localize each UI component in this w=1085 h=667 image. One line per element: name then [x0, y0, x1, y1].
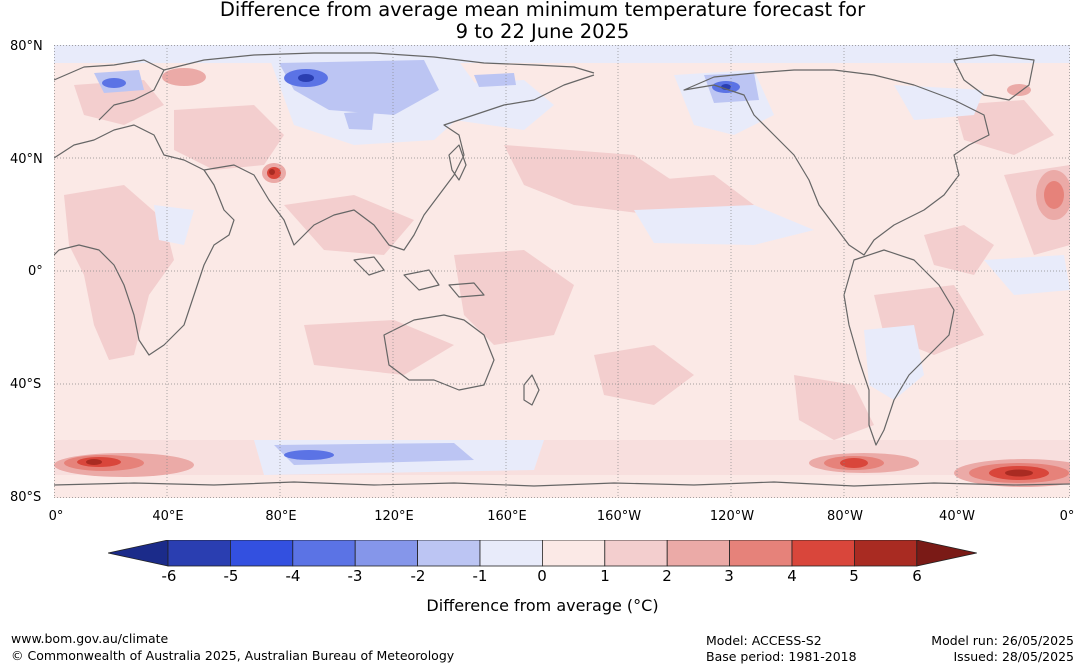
- anomaly-zone-minus-3-4: [102, 69, 740, 460]
- map-canvas: [54, 45, 1070, 498]
- lon-label-0-right: 0°: [1059, 509, 1075, 524]
- colorbar-segment: [666, 540, 731, 567]
- colorbar-tick: -6: [161, 567, 177, 585]
- colorbar-segment: [479, 540, 543, 567]
- lat-label-80s: 80°S: [10, 490, 42, 505]
- colorbar: [108, 540, 977, 567]
- colorbar-min-extend: [108, 540, 169, 567]
- colorbar-tick: -4: [285, 567, 301, 585]
- colorbar-segment: [230, 540, 294, 567]
- colorbar-segment: [417, 540, 481, 567]
- colorbar-segment: [729, 540, 793, 567]
- anomaly-zone-plus-5-6: [86, 169, 1033, 477]
- website-url: www.bom.gov.au/climate: [11, 631, 169, 646]
- lat-label-equator: 0°: [28, 264, 43, 279]
- colorbar-tick: -3: [347, 567, 363, 585]
- lon-label-40w: 40°W: [939, 509, 975, 524]
- colorbar-segment: [791, 540, 855, 567]
- colorbar-segment: [354, 540, 418, 567]
- colorbar-label: Difference from average (°C): [426, 596, 659, 615]
- graticule: [54, 45, 1070, 498]
- colorbar-tick: -1: [472, 567, 488, 585]
- lon-label-160e: 160°E: [487, 509, 527, 524]
- temperature-anomaly-map: [54, 45, 1070, 498]
- colorbar-tick: 1: [600, 567, 610, 585]
- colorbar-tick: 4: [787, 567, 797, 585]
- colorbar-tick: -5: [223, 567, 239, 585]
- map-title-line-1: Difference from average mean minimum tem…: [219, 0, 866, 21]
- lat-label-80n: 80°N: [10, 39, 43, 54]
- lon-label-120e: 120°E: [374, 509, 414, 524]
- coastlines: [54, 52, 1070, 487]
- lon-label-40e: 40°E: [152, 509, 184, 524]
- colorbar-segment: [604, 540, 668, 567]
- colorbar-tick: 0: [537, 567, 547, 585]
- colorbar-max-extend: [916, 540, 977, 567]
- colorbar-segment: [167, 540, 231, 567]
- colorbar-tick: 2: [662, 567, 672, 585]
- lon-label-120w: 120°W: [709, 509, 755, 524]
- lat-label-40s: 40°S: [10, 377, 42, 392]
- colorbar-segment: [292, 540, 356, 567]
- colorbar-tick: 3: [724, 567, 734, 585]
- colorbar-tick: 6: [912, 567, 922, 585]
- issued-date: Issued: 28/05/2025: [953, 649, 1075, 664]
- model-name: Model: ACCESS-S2: [706, 633, 822, 648]
- colorbar-segment: [854, 540, 918, 567]
- lon-label-80w: 80°W: [827, 509, 863, 524]
- lat-label-40n: 40°N: [10, 152, 43, 167]
- lon-label-0: 0°: [48, 509, 64, 524]
- map-title-line-2: 9 to 22 June 2025: [455, 20, 630, 43]
- colorbar-tick: -2: [410, 567, 426, 585]
- colorbar-tick: 5: [849, 567, 859, 585]
- copyright-text: © Commonwealth of Australia 2025, Austra…: [11, 648, 455, 663]
- lon-label-80e: 80°E: [265, 509, 297, 524]
- colorbar-segment: [541, 540, 606, 567]
- model-run-date: Model run: 26/05/2025: [931, 633, 1074, 648]
- base-period: Base period: 1981-2018: [706, 649, 857, 664]
- lon-label-160w: 160°W: [596, 509, 642, 524]
